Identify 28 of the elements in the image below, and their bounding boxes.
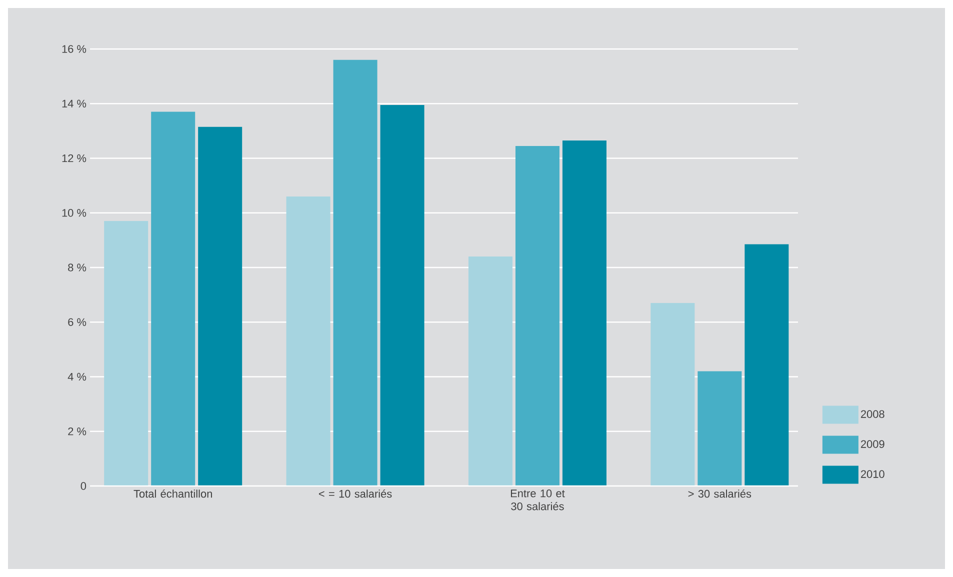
bar: [151, 112, 196, 486]
y-tick-label: 10 %: [62, 208, 86, 217]
x-tick-label: < = 10 salariés: [318, 490, 392, 498]
x-tick-label: Total échantillon: [134, 490, 212, 498]
legend-label: 2008: [860, 410, 884, 418]
bar: [698, 371, 742, 486]
bar: [286, 196, 330, 486]
bar: [515, 146, 560, 486]
legend-label: 2010: [860, 470, 884, 478]
y-tick-label: 8 %: [68, 264, 86, 272]
bar: [468, 256, 512, 486]
bar: [562, 140, 606, 486]
x-tick-label: Entre 10 et 30 salariés: [510, 490, 565, 510]
bar: [198, 126, 242, 486]
bar: [104, 221, 148, 486]
bar: [650, 302, 695, 486]
bar: [333, 60, 378, 486]
legend-label: 2009: [860, 440, 884, 448]
bar: [380, 104, 424, 486]
y-tick-label: 12 %: [62, 154, 86, 162]
y-tick-label: 0: [80, 482, 86, 490]
y-tick-label: 14 %: [62, 100, 86, 108]
bar: [744, 244, 789, 486]
y-tick-label: 6 %: [68, 318, 86, 326]
y-tick-label: 4 %: [68, 372, 86, 381]
x-tick-label: > 30 salariés: [688, 490, 752, 498]
y-tick-label: 2 %: [68, 428, 86, 436]
y-tick-label: 16 %: [62, 45, 86, 53]
